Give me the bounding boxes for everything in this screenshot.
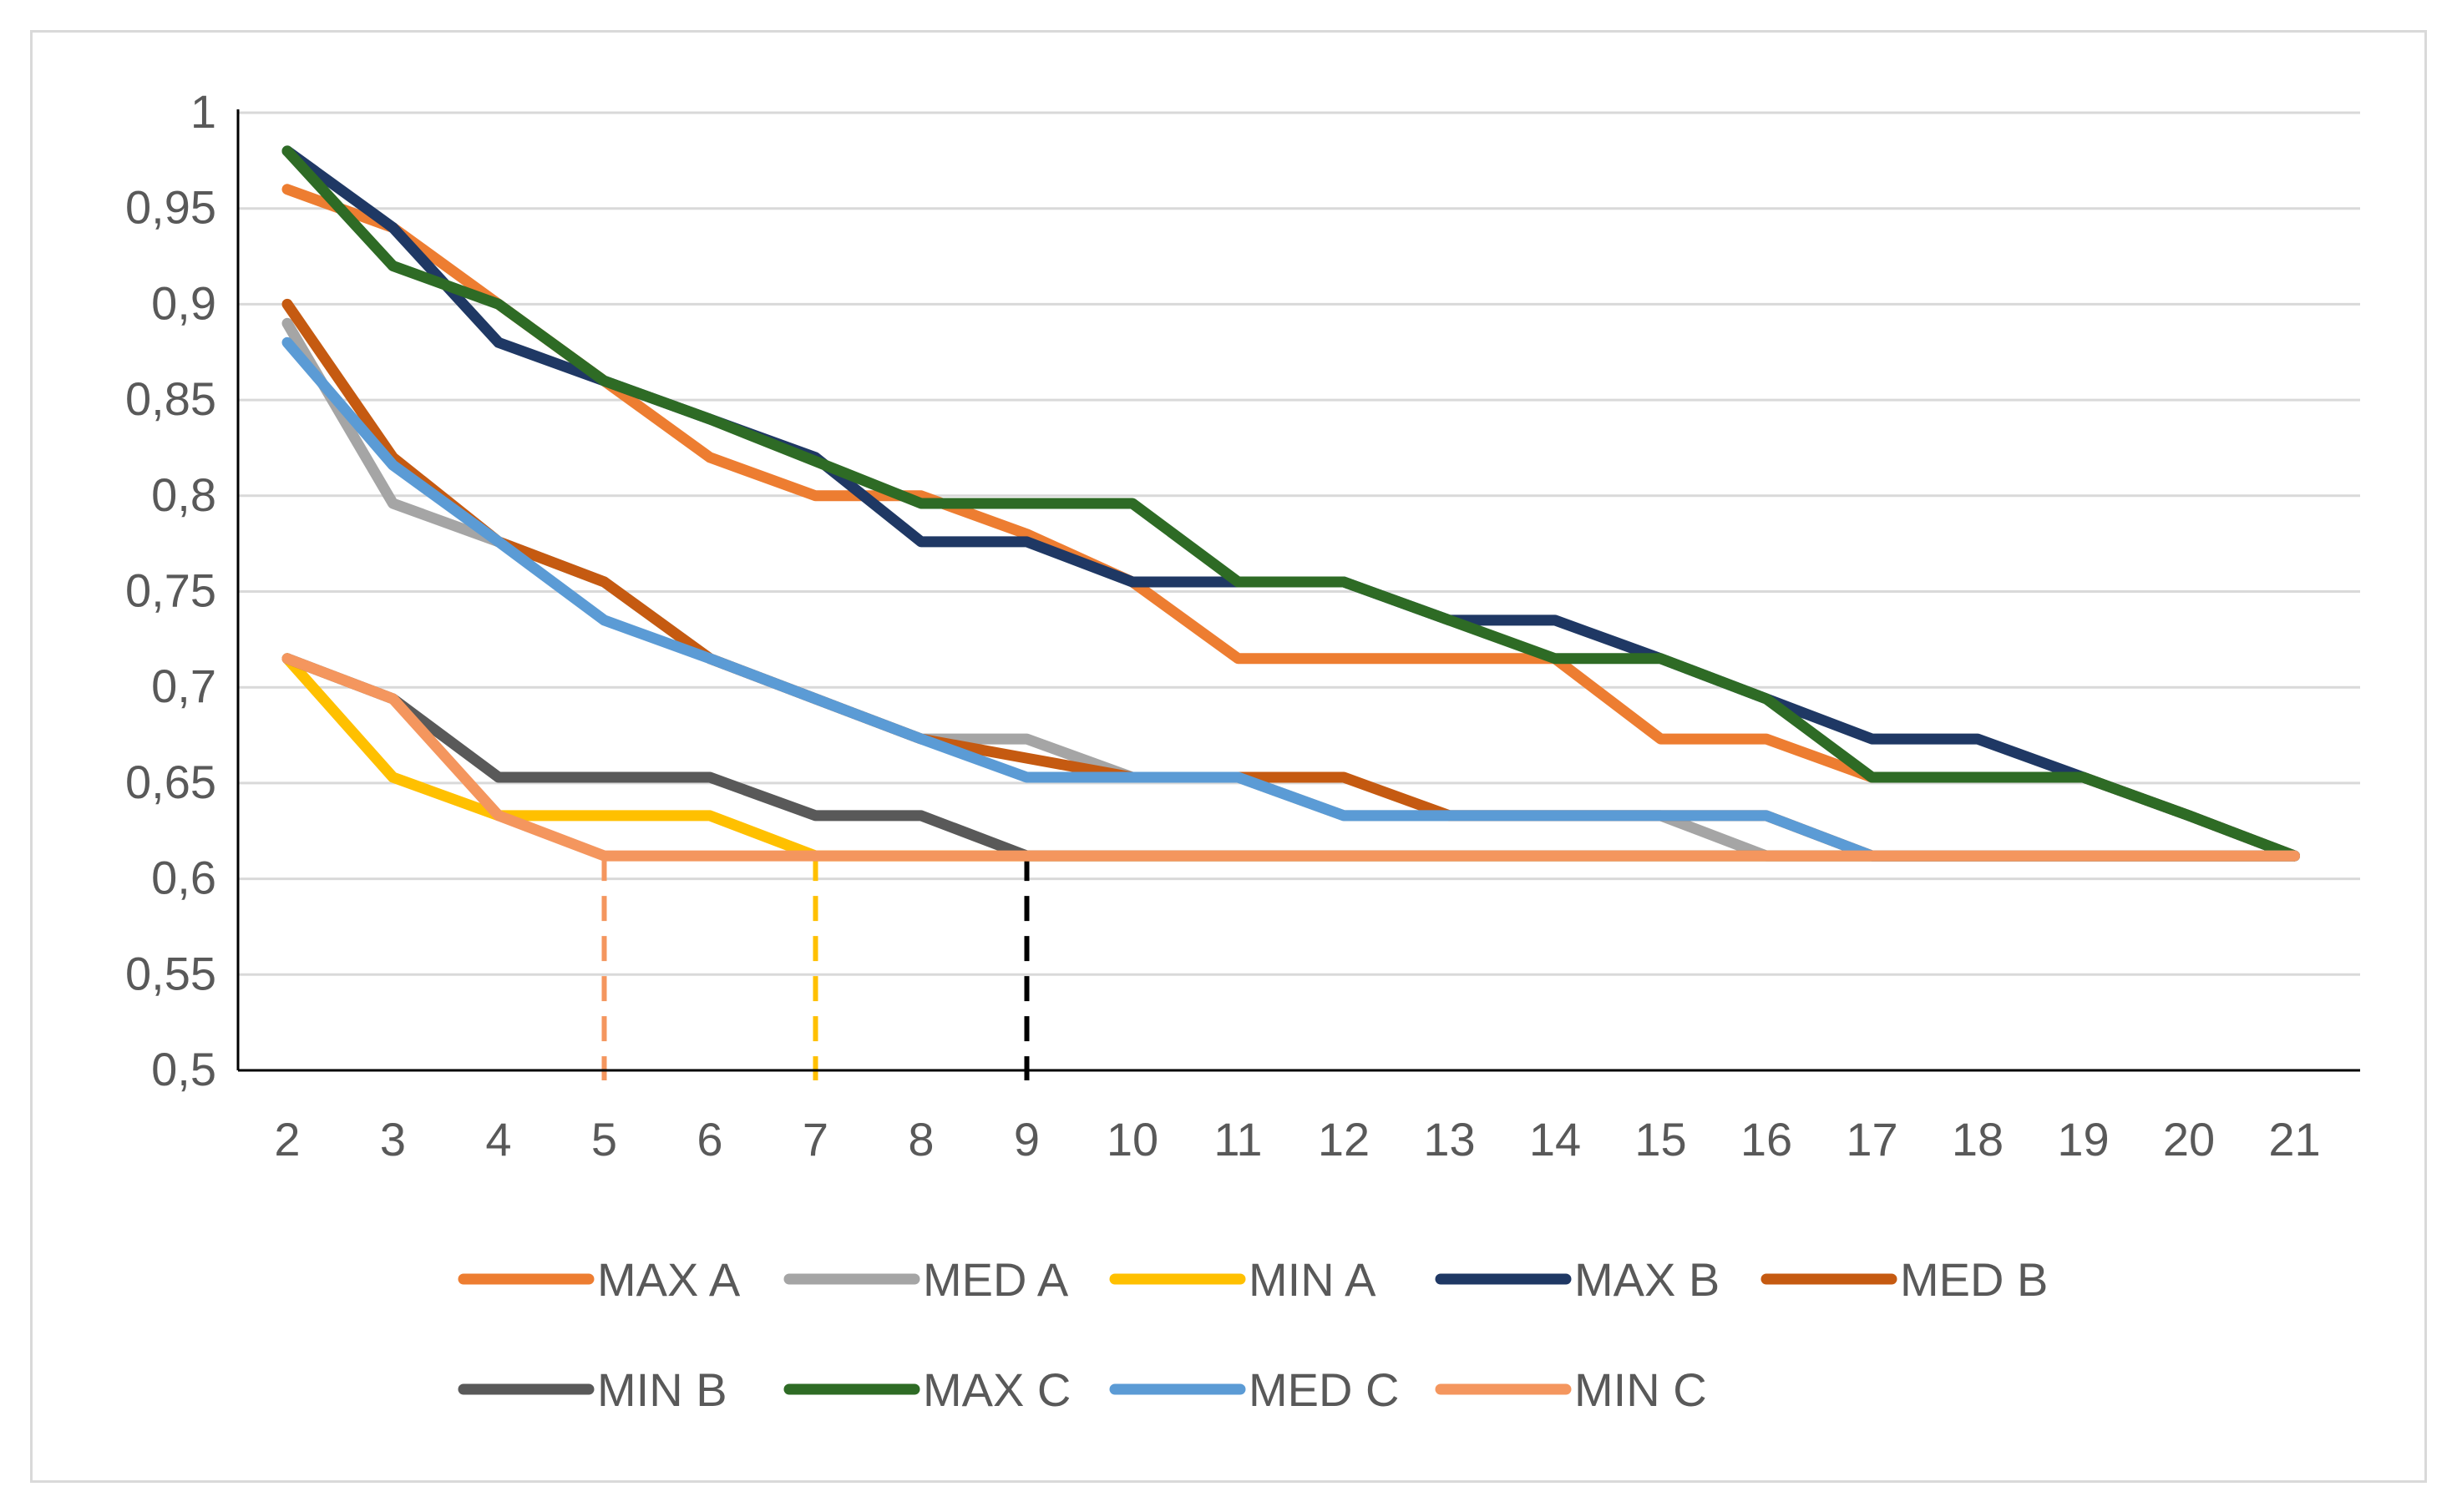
chart-frame: 0,5 0,55 0,6 0,65 0,7 0,75 0,8 0,85 0,9 0,95 1 2 3 4…	[30, 30, 2427, 1483]
y-tick-label: 0,6	[151, 852, 216, 904]
line-chart: 0,5 0,55 0,6 0,65 0,7 0,75 0,8 0,85 0,9 0,95 1 2 3 4…	[125, 85, 2360, 1416]
legend-label-med-a: MED A	[923, 1253, 1069, 1306]
x-tick-label: 15	[1634, 1113, 1686, 1166]
x-tick-label: 14	[1529, 1113, 1581, 1166]
legend-label-min-a: MIN A	[1249, 1253, 1376, 1306]
x-tick-label: 2	[274, 1113, 300, 1166]
x-tick-label: 20	[2163, 1113, 2215, 1166]
x-tick-label: 5	[591, 1113, 617, 1166]
x-tick-label: 16	[1740, 1113, 1792, 1166]
x-tick-label: 7	[803, 1113, 828, 1166]
x-tick-label: 9	[1014, 1113, 1040, 1166]
series-line-max-b	[281, 145, 2300, 862]
x-tick-label: 6	[697, 1113, 722, 1166]
x-tick-label: 17	[1846, 1113, 1897, 1166]
y-tick-label: 0,85	[125, 372, 216, 425]
x-tick-label: 12	[1318, 1113, 1370, 1166]
x-tick-label: 3	[380, 1113, 406, 1166]
y-tick-label: 1	[190, 85, 216, 138]
series-line-min-c	[281, 653, 2300, 862]
axes	[236, 109, 2360, 1072]
x-tick-label: 21	[2268, 1113, 2320, 1166]
x-tick-label: 10	[1107, 1113, 1158, 1166]
x-tick-label: 11	[1213, 1113, 1262, 1166]
series-line-max-a	[281, 184, 2300, 862]
y-tick-label: 0,8	[151, 468, 216, 521]
y-tick-labels: 0,5 0,55 0,6 0,65 0,7 0,75 0,8 0,85 0,9 0,95 1	[125, 85, 216, 1095]
legend-label-med-c: MED C	[1249, 1363, 1399, 1416]
x-tick-label: 18	[1952, 1113, 2004, 1166]
y-tick-label: 0,5	[151, 1043, 216, 1095]
dashed-markers	[601, 856, 1030, 1080]
y-tick-label: 0,75	[125, 564, 216, 617]
series-lines	[281, 145, 2300, 862]
legend-label-max-b: MAX B	[1574, 1253, 1720, 1306]
x-tick-label: 19	[2057, 1113, 2109, 1166]
legend: MAX A MED A MIN A MAX B MED B MIN B MAX C MED C…	[458, 1253, 2048, 1416]
y-tick-label: 0,95	[125, 181, 216, 234]
legend-label-min-b: MIN B	[597, 1363, 727, 1416]
legend-label-min-c: MIN C	[1574, 1363, 1707, 1416]
y-tick-label: 0,7	[151, 660, 216, 712]
y-tick-label: 0,55	[125, 947, 216, 999]
legend-label-max-c: MAX C	[923, 1363, 1071, 1416]
legend-label-med-b: MED B	[1900, 1253, 2048, 1306]
gridlines	[238, 111, 2360, 976]
x-tick-label: 4	[485, 1113, 511, 1166]
series-line-max-c	[281, 145, 2300, 862]
legend-label-max-a: MAX A	[597, 1253, 741, 1306]
y-tick-label: 0,65	[125, 756, 216, 808]
x-tick-label: 13	[1423, 1113, 1475, 1166]
x-tick-labels: 2 3 4 5 6 7 8 9 10 11 12 13 14 15 16 17 18 19 20 21	[274, 1113, 2320, 1166]
y-tick-label: 0,9	[151, 276, 216, 329]
x-tick-label: 8	[908, 1113, 934, 1166]
